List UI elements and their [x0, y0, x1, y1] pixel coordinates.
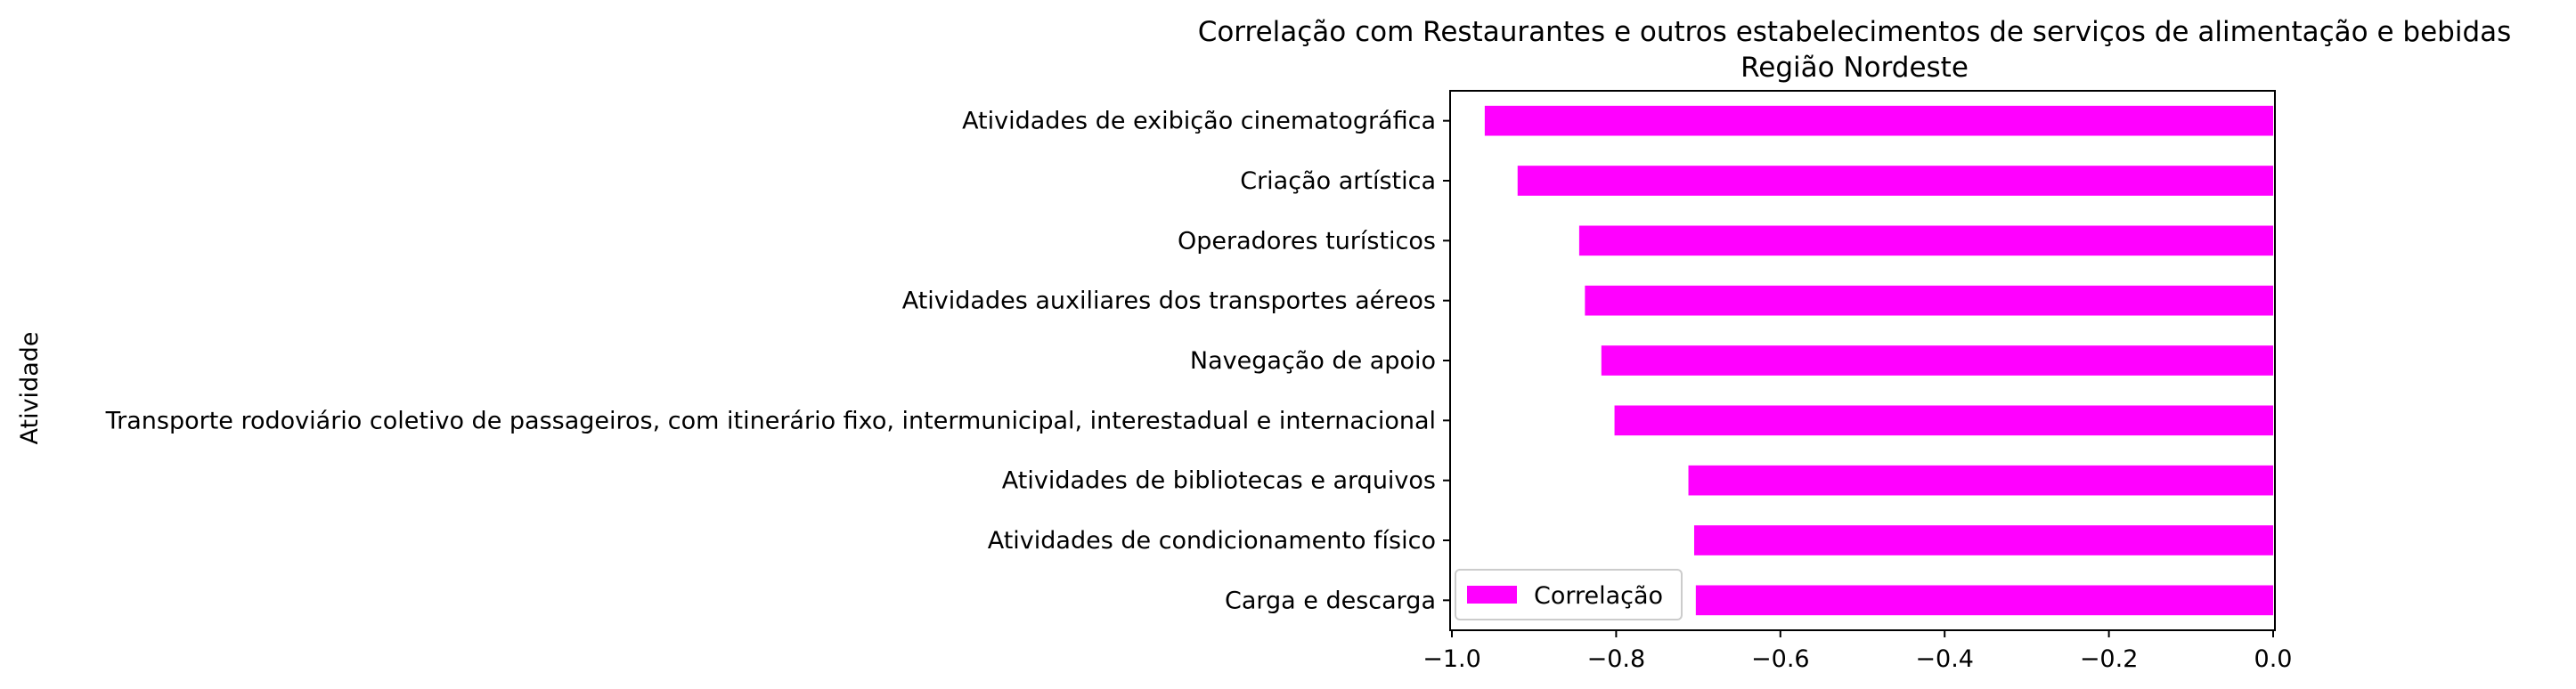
y-tick-label: Atividades de condicionamento físico	[988, 527, 1436, 555]
bar	[1695, 585, 2273, 616]
legend-box	[1455, 569, 1683, 620]
y-tick-label: Navegação de apoio	[1190, 347, 1436, 375]
bar	[1601, 345, 2273, 376]
y-tick-label: Operadores turísticos	[1178, 227, 1436, 255]
y-tick-label: Transporte rodoviário coletivo de passag…	[105, 407, 1436, 434]
bar	[1517, 166, 2273, 196]
x-tick-labels: −1.0 −0.8 −0.6 −0.4 −0.2 0.0	[1423, 630, 2292, 673]
x-tick-label: 0.0	[2254, 645, 2293, 673]
y-tick-labels: Atividades de exibição cinematográfica Cr…	[105, 108, 1450, 614]
legend: Correlação	[1455, 569, 1683, 620]
bar	[1585, 285, 2273, 316]
y-axis-label: Atividade	[16, 332, 44, 445]
chart-subtitle: Região Nordeste	[1740, 52, 1969, 84]
plot-frame	[1449, 90, 2276, 631]
y-tick-label: Atividades auxiliares dos transportes aé…	[902, 288, 1436, 315]
x-tick-label: −0.2	[2080, 645, 2139, 673]
x-tick-label: −1.0	[1423, 645, 1481, 673]
legend-label: Correlação	[1534, 582, 1663, 610]
bar	[1688, 465, 2273, 496]
bar	[1484, 105, 2273, 136]
y-tick-label: Carga e descarga	[1225, 587, 1436, 614]
legend-swatch	[1467, 586, 1517, 604]
y-tick-label: Atividades de exibição cinematográfica	[962, 108, 1436, 135]
x-tick-label: −0.4	[1915, 645, 1974, 673]
x-tick-label: −0.6	[1751, 645, 1810, 673]
bar	[1693, 525, 2273, 555]
bar	[1578, 225, 2273, 256]
bars-layer	[1484, 105, 2273, 616]
y-tick-label: Criação artística	[1240, 167, 1436, 195]
bar	[1614, 405, 2273, 436]
x-tick-label: −0.8	[1587, 645, 1646, 673]
y-tick-label: Atividades de bibliotecas e arquivos	[1002, 467, 1436, 495]
chart-title: Correlação com Restaurantes e outros est…	[1198, 16, 2512, 48]
